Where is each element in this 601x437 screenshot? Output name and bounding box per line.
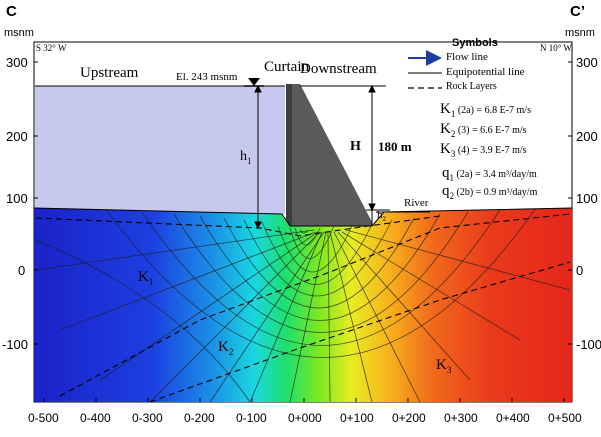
legend-equipotential-label: Equipotential line xyxy=(446,66,525,78)
dimension-H xyxy=(300,84,386,212)
x-tick-label: 0-300 xyxy=(132,411,163,425)
river-label: River xyxy=(404,197,429,209)
x-tick-label: 0+500 xyxy=(548,411,582,425)
legend-q1-symbol: q xyxy=(442,165,450,181)
x-tick-label: 0+400 xyxy=(496,411,530,425)
legend-q2-row: q2 (2b) = 0.9 m³/day/m xyxy=(442,184,537,201)
k2-symbol: K xyxy=(218,339,229,355)
legend-k2-row: K2 (3) = 6.6 E-7 m/s xyxy=(440,122,527,139)
legend-k3-subscript: 3 xyxy=(450,149,456,159)
legend-k3-row: K3 (4) = 3.9 E-7 m/s xyxy=(440,142,527,159)
right-axis-ticks xyxy=(568,61,572,345)
legend-k1-symbol: K xyxy=(440,101,451,117)
k1-zone-label: K1 xyxy=(138,270,153,287)
legend-k1-row: K1 (2a) = 6.8 E-7 m/s xyxy=(440,102,531,119)
water-level-marker-icon xyxy=(248,78,260,86)
legend-k2-value: (3) = 6.6 E-7 m/s xyxy=(455,125,527,136)
legend-k1-subscript: 1 xyxy=(450,109,456,119)
right-y-tick-label: 100 xyxy=(576,191,598,206)
legend-k2-symbol: K xyxy=(440,121,451,137)
legend-q2-symbol: q xyxy=(442,183,450,199)
reservoir-water xyxy=(35,86,285,214)
h2-symbol: h xyxy=(377,209,383,221)
x-tick-label: 0-200 xyxy=(184,411,215,425)
legend-q2-value: (2b) = 0.9 m³/day/m xyxy=(454,187,538,198)
upstream-label: Upstream xyxy=(80,65,139,81)
legend-q1-subscript: 1 xyxy=(449,173,455,183)
seepage-field xyxy=(34,208,572,402)
x-tick-label: 0+300 xyxy=(444,411,478,425)
h2-label: h2 xyxy=(377,210,386,223)
h2-subscript: 2 xyxy=(382,215,387,224)
dimension-h2 xyxy=(366,209,390,226)
rock-layer-boundaries xyxy=(35,213,571,402)
units-label-left: msnm xyxy=(4,27,34,39)
height-180-label: 180 m xyxy=(378,139,412,154)
h1-symbol: h xyxy=(240,149,247,164)
legend-q1-value: (2a) = 3.4 m³/day/m xyxy=(454,169,537,180)
x-tick-label: 0-400 xyxy=(80,411,111,425)
orientation-label-right: N 10° W xyxy=(540,43,572,53)
H-label: H xyxy=(350,139,361,154)
x-tick-label: 0+000 xyxy=(288,411,322,425)
k3-zone-label: K3 xyxy=(436,358,451,375)
k1-symbol: K xyxy=(138,269,149,285)
k1-subscript: 1 xyxy=(148,277,154,287)
legend-q2-subscript: 2 xyxy=(449,191,455,201)
left-y-tick-label: 200 xyxy=(6,129,28,144)
legend-rock-layers-label: Rock Layers xyxy=(446,81,497,92)
left-y-tick-label: 0 xyxy=(18,263,26,278)
right-y-tick-label: 200 xyxy=(576,129,598,144)
legend-k3-value: (4) = 3.9 E-7 m/s xyxy=(455,145,527,156)
dimension-h1 xyxy=(254,84,262,230)
legend-k1-value: (2a) = 6.8 E-7 m/s xyxy=(455,105,531,116)
k3-subscript: 3 xyxy=(446,365,452,375)
left-axis-ticks xyxy=(34,61,38,345)
left-y-tick-label: -100 xyxy=(2,337,29,352)
units-label-right: msnm xyxy=(565,27,595,39)
grout-curtain xyxy=(286,84,292,234)
left-y-tick-label: 300 xyxy=(6,55,28,70)
h1-subscript: 1 xyxy=(247,155,252,166)
x-tick-label: 0-100 xyxy=(236,411,267,425)
bottom-axis-ticks xyxy=(43,398,565,402)
legend-k2-subscript: 2 xyxy=(450,129,456,139)
section-label-right: C’ xyxy=(570,3,585,20)
left-y-tick-label: 100 xyxy=(6,191,28,206)
k2-subscript: 2 xyxy=(228,347,234,357)
dam-body xyxy=(290,84,372,228)
curtain-label: Curtain xyxy=(264,59,309,75)
right-y-tick-label: 0 xyxy=(576,263,584,278)
legend-flow-line-label: Flow line xyxy=(446,51,488,63)
right-y-tick-label: -100 xyxy=(576,337,601,352)
x-tick-label: 0+200 xyxy=(392,411,426,425)
k2-zone-label: K2 xyxy=(218,340,233,357)
legend-title: Symbols xyxy=(452,37,498,49)
section-label-left: C xyxy=(6,3,17,20)
k3-symbol: K xyxy=(436,357,447,373)
legend-k3-symbol: K xyxy=(440,141,451,157)
downstream-label: Downstream xyxy=(300,61,377,77)
equipotential-lines xyxy=(105,208,537,358)
legend-q1-row: q1 (2a) = 3.4 m³/day/m xyxy=(442,166,537,183)
elevation-label: El. 243 msnm xyxy=(176,71,238,83)
right-y-tick-label: 300 xyxy=(576,55,598,70)
orientation-label-left: S 32° W xyxy=(36,43,67,53)
ground-surface xyxy=(33,207,573,227)
x-tick-label: 0-500 xyxy=(28,411,59,425)
h1-label: h1 xyxy=(240,150,252,166)
x-tick-label: 0+100 xyxy=(340,411,374,425)
